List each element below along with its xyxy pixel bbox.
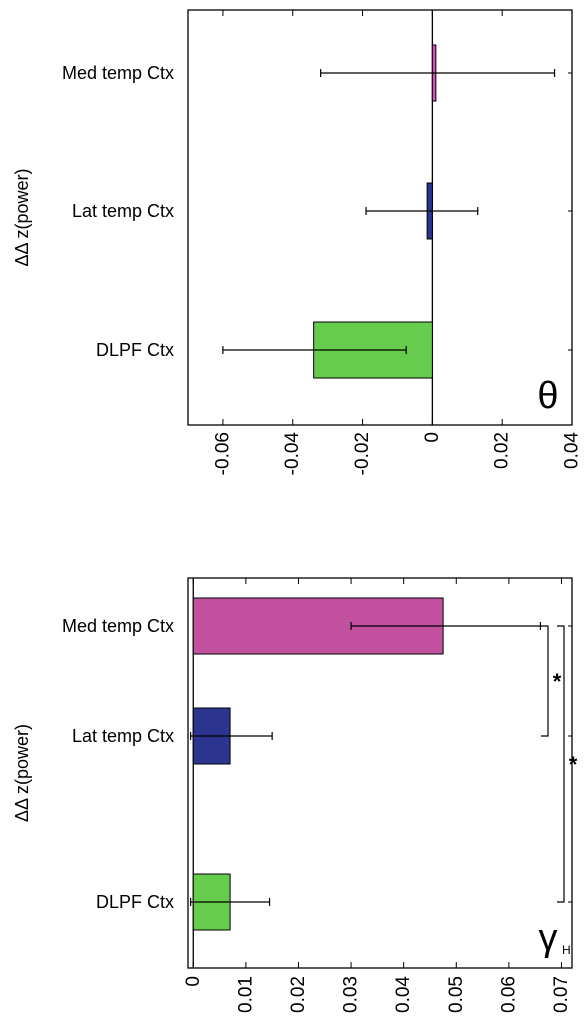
x-tick-label: -0.04	[282, 432, 303, 476]
significance-star: *	[569, 752, 578, 777]
x-tick-label: -0.06	[212, 432, 233, 475]
category-label: Med temp Ctx	[62, 63, 174, 83]
y-axis-label: ΔΔ z(power)	[12, 724, 32, 822]
significance-bracket	[541, 625, 549, 737]
significance-bracket	[557, 625, 565, 903]
x-tick-label: 0	[183, 976, 204, 987]
x-tick-label: 0.04	[393, 976, 414, 1013]
panel-symbol: γ	[539, 917, 558, 959]
category-label: Lat temp Ctx	[72, 201, 174, 221]
x-tick-label: 0.07	[551, 976, 572, 1013]
gamma-panel: 0 0.01 0.02 0.03 0.04 0.05 0.06 0.07 Med temp Ct…	[12, 577, 578, 1013]
x-tick-label: 0.02	[288, 976, 309, 1013]
category-label: Med temp Ctx	[62, 616, 174, 636]
x-tick-label: 0	[422, 432, 443, 443]
x-tick-label: -0.02	[352, 432, 373, 475]
theta-panel: -0.06 -0.04 -0.02 0 0.02 0.04 Med temp Ctx Lat …	[12, 9, 583, 476]
x-tick-label: 0.06	[498, 976, 519, 1013]
x-tick-label: 0.03	[341, 976, 362, 1013]
y-axis-label: ΔΔ z(power)	[12, 168, 32, 266]
plot-frame	[187, 9, 573, 426]
category-label: DLPF Ctx	[96, 892, 174, 912]
category-label: Lat temp Ctx	[72, 726, 174, 746]
x-tick-label: 0.02	[492, 432, 513, 469]
x-tick-label: 0.05	[446, 976, 467, 1013]
significance-star: *	[553, 669, 562, 694]
x-tick-label: 0.01	[235, 976, 256, 1013]
x-tick-label: 0.04	[562, 432, 583, 469]
panel-symbol: θ	[537, 375, 558, 417]
plot-frame	[187, 577, 573, 969]
category-label: DLPF Ctx	[96, 340, 174, 360]
panel-symbol-subscript: H	[562, 943, 571, 957]
